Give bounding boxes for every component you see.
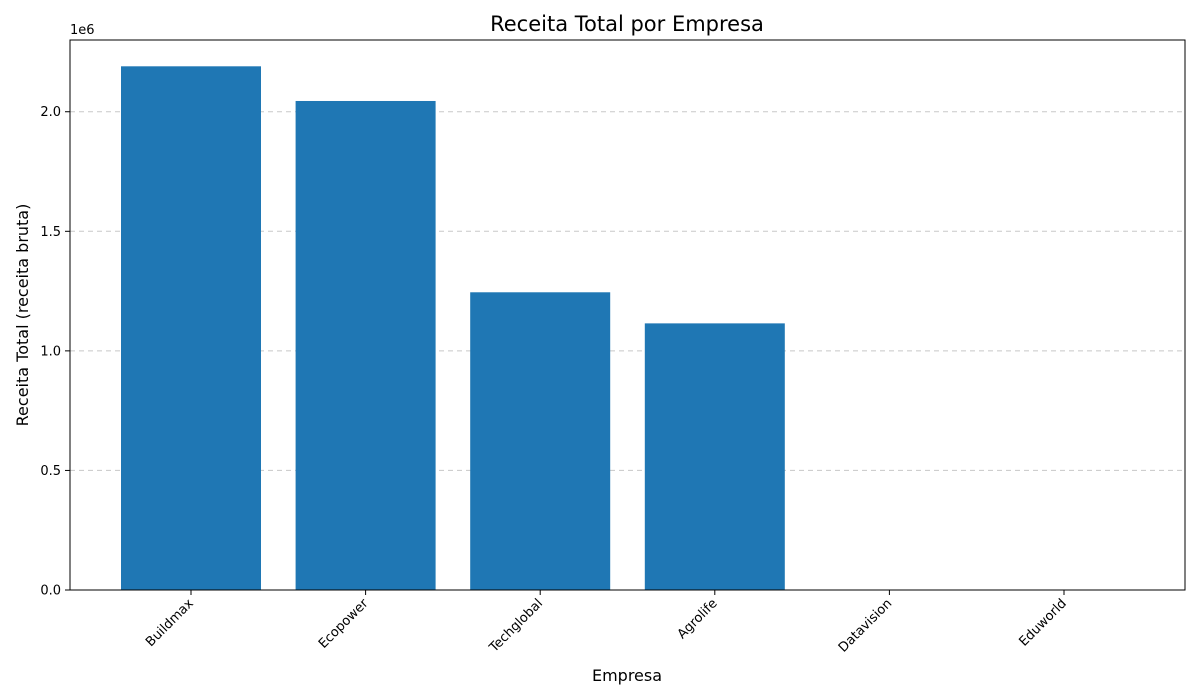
- x-tick-label: Techglobal: [486, 596, 546, 656]
- x-tick-label: Buildmax: [143, 596, 197, 650]
- y-tick-label: 1.0: [40, 344, 61, 359]
- y-tick-label: 0.5: [40, 464, 61, 479]
- bar-buildmax: [121, 66, 261, 591]
- y-axis-scale-label: 1e6: [70, 23, 95, 38]
- y-tick-label: 1.5: [40, 225, 61, 240]
- y-tick-label: 0.0: [40, 584, 61, 599]
- x-tick-label: Ecopower: [316, 596, 372, 652]
- y-axis-label: Receita Total (receita bruta): [13, 204, 32, 427]
- bars: [121, 66, 785, 591]
- bar-ecopower: [295, 100, 436, 590]
- gridlines: [70, 111, 1185, 471]
- x-axis-ticks: Buildmax Ecopower Techglobal Agrolife Datavi…: [143, 590, 1070, 656]
- plot-frame: [69, 39, 1186, 591]
- y-tick-label: 2.0: [40, 105, 61, 120]
- x-tick-label: Eduworld: [1016, 596, 1069, 649]
- y-axis-ticks: 0.0 0.5 1.0 1.5 2.0: [40, 105, 70, 599]
- x-tick-label: Datavision: [836, 596, 895, 655]
- bar-agrolife: [644, 323, 785, 590]
- x-axis-label: Empresa: [592, 666, 662, 685]
- chart-title: Receita Total por Empresa: [490, 12, 764, 36]
- x-tick-label: Agrolife: [675, 596, 721, 642]
- bar-techglobal: [470, 292, 611, 590]
